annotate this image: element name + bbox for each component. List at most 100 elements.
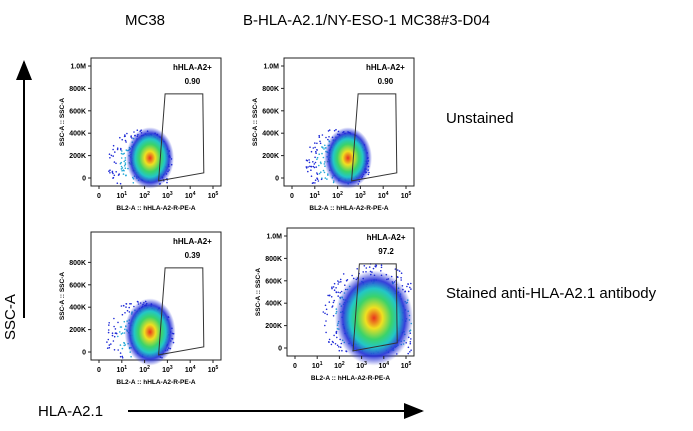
- event-dot: [123, 135, 126, 138]
- gate-value: 0.90: [378, 77, 394, 86]
- event-dot: [315, 150, 317, 153]
- y-tick-label: 600K: [262, 108, 279, 115]
- event-dot: [340, 281, 342, 283]
- x-tick-label: 103: [355, 191, 366, 200]
- event-dot: [328, 129, 331, 131]
- event-dot: [339, 346, 342, 349]
- event-dot: [316, 173, 319, 175]
- event-dot: [107, 338, 110, 341]
- event-dot: [407, 346, 410, 349]
- gate-value: 0.90: [185, 77, 201, 86]
- event-dot: [119, 182, 122, 185]
- event-dot: [117, 321, 119, 324]
- event-dot: [316, 172, 318, 174]
- event-dot: [341, 349, 343, 352]
- event-dot: [123, 341, 125, 344]
- x-tick-label: 0: [97, 193, 101, 200]
- event-dot: [333, 129, 336, 132]
- event-dot: [410, 282, 412, 285]
- event-dot: [125, 303, 127, 305]
- event-dot: [122, 173, 125, 175]
- event-dot: [308, 161, 311, 164]
- y-tick-label: 400K: [265, 301, 282, 308]
- event-dot: [356, 268, 359, 270]
- event-dot: [325, 136, 327, 139]
- event-dot: [335, 291, 338, 293]
- event-dot: [307, 166, 309, 168]
- event-dot: [319, 140, 321, 143]
- event-dot: [120, 333, 123, 335]
- event-dot: [113, 349, 116, 351]
- y-tick-label: 600K: [69, 282, 86, 289]
- event-dot: [398, 270, 401, 272]
- event-dot: [124, 139, 127, 142]
- event-dot: [116, 148, 119, 151]
- event-dot: [308, 159, 310, 161]
- facs-panel-4: hHLA-A2+ 97.2 0 200K 400K 600K 800K 1.0M 0 101 102…: [255, 227, 415, 382]
- y-tick-label: 0: [278, 346, 282, 353]
- event-dot: [322, 169, 325, 172]
- event-dot: [344, 284, 346, 287]
- event-dot: [338, 346, 340, 348]
- event-dot: [396, 276, 399, 278]
- event-dot: [120, 148, 122, 151]
- event-dot: [316, 149, 319, 151]
- event-dot: [120, 326, 123, 328]
- event-dot: [314, 146, 316, 149]
- x-tick-label: 0: [97, 367, 101, 374]
- event-dot: [318, 172, 321, 175]
- event-dot: [312, 165, 315, 168]
- event-dot: [407, 283, 410, 286]
- event-dot: [409, 341, 412, 343]
- event-dot: [334, 343, 337, 345]
- event-dot: [312, 161, 314, 163]
- event-dot: [327, 138, 329, 141]
- y-tick-label: 800K: [262, 86, 279, 93]
- event-dot: [331, 340, 334, 343]
- x-tick-label: 101: [117, 191, 128, 200]
- event-dot: [337, 295, 340, 297]
- event-dot: [328, 338, 331, 341]
- event-dot: [124, 157, 127, 159]
- event-dot: [120, 305, 123, 307]
- gate-name: hHLA-A2+: [366, 63, 405, 72]
- event-dot: [314, 161, 317, 164]
- density-cloud: [324, 127, 372, 189]
- event-dot: [325, 320, 327, 322]
- panel-y-label: SSC-A :: SSC-A: [59, 98, 66, 146]
- event-dot: [368, 266, 371, 268]
- event-dot: [339, 278, 342, 281]
- event-dot: [409, 351, 411, 353]
- facs-panel-2: hHLA-A2+ 0.90 0 200K 400K 600K 800K 1.0M 0 101 102…: [252, 57, 415, 212]
- event-dot: [128, 306, 130, 309]
- event-dot: [337, 291, 340, 294]
- x-tick-label: 103: [356, 361, 367, 370]
- x-axis-title: HLA-A2.1: [38, 403, 104, 420]
- event-dot: [328, 341, 330, 344]
- event-dot: [108, 170, 110, 172]
- x-tick-label: 104: [379, 361, 390, 370]
- event-dot: [318, 164, 320, 167]
- event-dot: [125, 141, 127, 143]
- event-dot: [331, 287, 333, 290]
- event-dot: [410, 288, 412, 290]
- event-dot: [330, 343, 333, 346]
- event-dot: [113, 174, 116, 177]
- event-dot: [380, 266, 383, 269]
- event-dot: [314, 156, 316, 159]
- event-dot: [120, 147, 122, 150]
- facs-panel-1: hHLA-A2+ 0.90 0 200K 400K 600K 800K 1.0M 0 101 102…: [59, 57, 222, 212]
- event-dot: [120, 168, 123, 170]
- column-header-mc38: MC38: [125, 12, 166, 29]
- event-dot: [122, 304, 125, 307]
- event-dot: [337, 283, 340, 285]
- y-tick-label: 800K: [265, 256, 282, 263]
- event-dot: [315, 152, 317, 154]
- event-dot: [318, 136, 321, 138]
- event-dot: [314, 142, 316, 144]
- event-dot: [123, 169, 125, 172]
- panel-x-label: BL2-A :: hHLA-A2-R-PE-A: [309, 205, 388, 212]
- event-dot: [327, 294, 329, 297]
- gate-name: hHLA-A2+: [173, 63, 212, 72]
- gate-polygon: [352, 263, 398, 352]
